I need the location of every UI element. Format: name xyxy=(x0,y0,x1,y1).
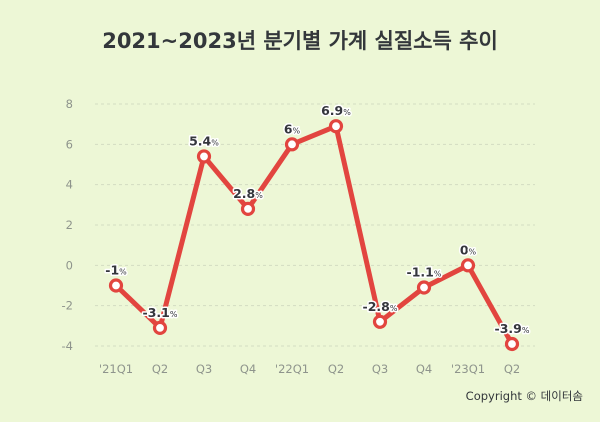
data-label-value: -2.8 xyxy=(363,299,390,314)
data-label-value: 5.4 xyxy=(189,133,211,148)
y-tick-label: 0 xyxy=(66,258,73,272)
x-axis-ticks: '21Q1 Q2 Q3 Q4 '22Q1 Q2 Q3 Q4 '23Q1 Q2 xyxy=(99,362,520,376)
data-label-value: 0 xyxy=(460,242,469,257)
data-label-value: -3.9 xyxy=(495,321,522,336)
data-label-unit: % xyxy=(522,326,530,335)
data-label-value: 6.9 xyxy=(321,103,343,118)
data-point xyxy=(196,149,212,164)
data-point xyxy=(240,201,256,216)
data-label-unit: % xyxy=(343,108,351,117)
data-label-value: 2.8 xyxy=(233,186,255,201)
data-point xyxy=(416,280,432,295)
x-tick-label: '23Q1 xyxy=(451,362,485,376)
data-label-unit: % xyxy=(293,126,301,135)
data-label: -3.9% xyxy=(495,321,530,336)
data-point xyxy=(152,320,168,335)
y-tick-label: 6 xyxy=(66,137,73,151)
x-tick-label: '21Q1 xyxy=(99,362,133,376)
y-tick-label: -4 xyxy=(62,339,73,353)
data-label-unit: % xyxy=(211,138,219,147)
data-point xyxy=(504,336,520,352)
data-label-unit: % xyxy=(434,270,442,279)
data-label-unit: % xyxy=(390,304,398,313)
data-label: 2.8% xyxy=(233,186,263,201)
data-label: 6.9% xyxy=(321,103,351,118)
copyright-text: Copyright © 데이터솜 xyxy=(466,389,583,403)
data-label-value: -1.1 xyxy=(407,265,434,280)
series-markers xyxy=(108,119,520,352)
data-label: -2.8% xyxy=(363,299,398,314)
series-line xyxy=(113,123,515,347)
y-tick-label: -2 xyxy=(62,299,73,313)
x-tick-label: Q2 xyxy=(328,362,344,376)
x-tick-label: Q3 xyxy=(372,362,388,376)
x-tick-label: Q4 xyxy=(416,362,432,376)
data-label: 5.4% xyxy=(189,133,219,148)
data-label: 0% xyxy=(460,242,477,257)
x-tick-label: '22Q1 xyxy=(275,362,309,376)
data-point xyxy=(284,137,300,152)
series-line-path xyxy=(113,123,515,347)
data-label-unit: % xyxy=(170,310,178,319)
x-tick-label: Q3 xyxy=(196,362,212,376)
data-point xyxy=(328,119,344,134)
y-axis-ticks: -4 -2 0 2 4 6 8 xyxy=(62,97,73,353)
data-label-unit: % xyxy=(119,268,127,277)
data-point xyxy=(460,258,476,273)
y-tick-label: 8 xyxy=(66,97,73,111)
data-label: -1.1% xyxy=(407,265,442,280)
x-tick-label: Q2 xyxy=(504,362,520,376)
y-tick-label: 4 xyxy=(66,178,73,192)
data-label: -1% xyxy=(105,263,127,278)
data-label: 6% xyxy=(284,121,301,136)
data-label-unit: % xyxy=(469,247,477,256)
data-point xyxy=(108,278,124,293)
data-label-value: 6 xyxy=(284,121,293,136)
data-labels: -1%-3.1%5.4%2.8%6%6.9%-2.8%-1.1%0%-3.9% xyxy=(104,102,532,338)
data-label-value: -1 xyxy=(105,263,119,278)
x-tick-label: Q2 xyxy=(152,362,168,376)
data-point xyxy=(372,314,388,329)
data-label: -3.1% xyxy=(143,305,178,320)
data-label-value: -3.1 xyxy=(143,305,170,320)
x-tick-label: Q4 xyxy=(240,362,256,376)
y-tick-label: 2 xyxy=(66,218,73,232)
data-label-unit: % xyxy=(255,191,263,200)
chart-title: 2021~2023년 분기별 가계 실질소득 추이 xyxy=(102,29,498,53)
